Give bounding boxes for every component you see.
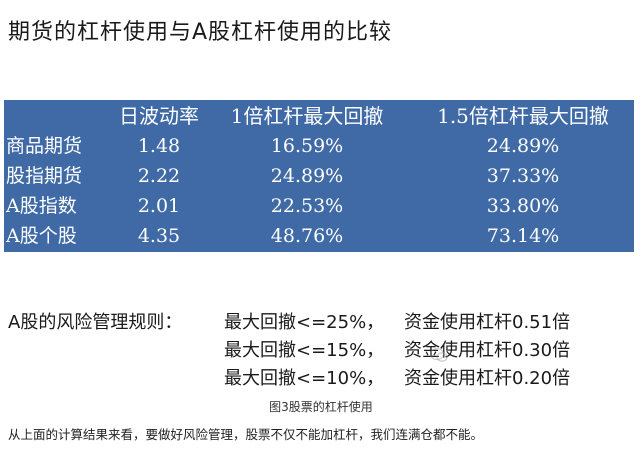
table-cell: A股指数 — [6, 195, 77, 217]
rule-leverage: 资金使用杠杆0.51倍 — [404, 312, 571, 333]
table-row: 商品期货 1.48 16.59% 24.89% — [4, 132, 634, 160]
page-title: 期货的杠杆使用与A股杠杆使用的比较 — [8, 20, 393, 45]
table-cell: 商品期货 — [6, 135, 83, 157]
table-header-row: 日波动率 1倍杠杆最大回撤 1.5倍杠杆最大回撤 — [4, 102, 634, 130]
table-cell: 4.35 — [137, 225, 181, 247]
rules-label: A股的风险管理规则： — [8, 312, 183, 333]
table-cell: 1.48 — [137, 135, 181, 157]
table-row: 股指期货 2.22 24.89% 37.33% — [4, 162, 634, 190]
wechat-icon — [429, 347, 448, 362]
rule-limit: 最大回撤<=15%， — [224, 340, 385, 361]
table-cell: 48.76% — [270, 225, 344, 247]
table-header-cell: 1倍杠杆最大回撤 — [230, 104, 384, 128]
table-cell: 股指期货 — [6, 165, 83, 187]
table-row: A股个股 4.35 48.76% 73.14% — [4, 222, 634, 250]
rule-limit: 最大回撤<=25%， — [224, 312, 385, 333]
table-cell: 24.89% — [486, 135, 560, 157]
table-cell: 33.80% — [486, 195, 560, 217]
table-row: A股指数 2.01 22.53% 33.80% — [4, 192, 634, 220]
table-cell: A股个股 — [6, 225, 77, 247]
table-cell: 37.33% — [486, 165, 560, 187]
table-cell: 73.14% — [486, 225, 560, 247]
table-cell: 2.22 — [137, 165, 181, 187]
table-cell: 24.89% — [270, 165, 344, 187]
table-cell: 16.59% — [270, 135, 344, 157]
table-header-cell: 日波动率 — [119, 104, 199, 128]
table-cell: 2.01 — [137, 195, 181, 217]
table-cell: 22.53% — [270, 195, 344, 217]
comparison-table: 日波动率 1倍杠杆最大回撤 1.5倍杠杆最大回撤 商品期货 1.48 16.59… — [4, 100, 634, 252]
rule-leverage: 资金使用杠杆0.30倍 — [404, 340, 571, 361]
rule-limit: 最大回撤<=10%， — [224, 368, 385, 389]
rule-leverage: 资金使用杠杆0.20倍 — [404, 368, 571, 389]
figure-caption: 图3股票的杠杆使用 — [269, 400, 373, 414]
conclusion-text: 从上面的计算结果来看，要做好风险管理，股票不仅不能加杠杆，我们连满仓都不能。 — [8, 427, 484, 442]
wechat-watermark — [429, 346, 448, 365]
table-header-cell: 1.5倍杠杆最大回撤 — [437, 104, 609, 128]
